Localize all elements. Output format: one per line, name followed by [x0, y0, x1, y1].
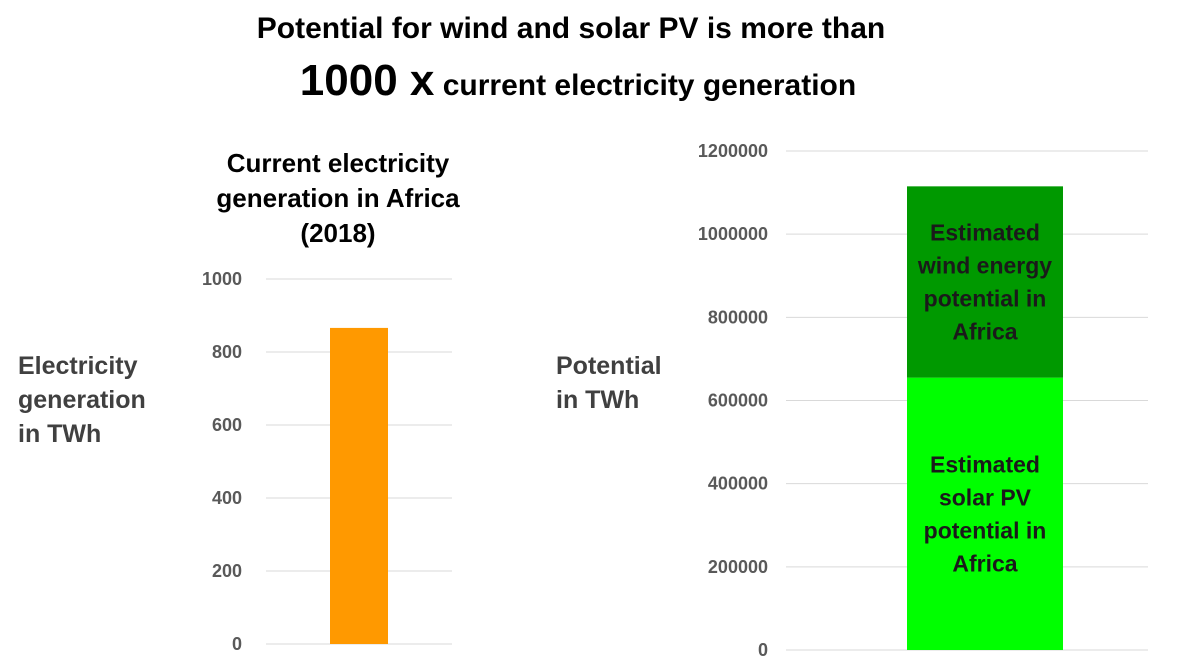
- wind-potential-label: Estimated wind energy potential in Africa: [917, 219, 1052, 344]
- main-title-line1: Potential for wind and solar PV is more …: [256, 12, 886, 45]
- right-y-tick-label: 600000: [708, 391, 768, 411]
- left-y-tick-label: 200: [212, 561, 242, 581]
- left-y-tick-label: 800: [212, 342, 242, 362]
- left-y-tick-label: 0: [232, 634, 242, 654]
- current-generation-bar: [330, 327, 388, 644]
- right-y-tick-label: 400000: [708, 474, 768, 494]
- solar-pv-potential-segment: [907, 377, 1063, 650]
- right-y-tick-label: 1200000: [698, 141, 768, 161]
- right-chart-ylabel: Potential in TWh: [556, 352, 662, 414]
- right-y-tick-label: 800000: [708, 307, 768, 327]
- left-y-tick-label: 400: [212, 488, 242, 508]
- solar-pv-potential-label: Estimated solar PV potential in Africa: [924, 451, 1047, 576]
- left-y-tick-label: 600: [212, 415, 242, 435]
- main-title-rest: current electricity generation: [434, 69, 857, 102]
- left-y-tick-label: 1000: [202, 269, 242, 289]
- main-title-line2: 1000 x current electricity generation: [0, 56, 1156, 106]
- wind-potential-segment: [907, 186, 1063, 378]
- right-y-tick-label: 0: [758, 640, 768, 660]
- right-y-tick-label: 200000: [708, 557, 768, 577]
- left-chart-ylabel: Electricity generation in TWh: [18, 352, 146, 448]
- right-y-tick-label: 1000000: [698, 224, 768, 244]
- left-chart-title: Current electricity generation in Africa…: [216, 148, 460, 248]
- main-title-multiplier: 1000 x: [299, 56, 435, 105]
